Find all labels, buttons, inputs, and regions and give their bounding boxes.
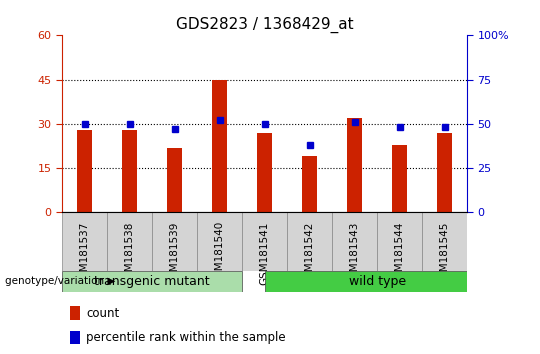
Text: genotype/variation ▶: genotype/variation ▶	[5, 276, 116, 286]
Text: GSM181537: GSM181537	[79, 221, 90, 285]
Bar	[167, 148, 183, 212]
Bar	[437, 133, 453, 212]
Text: GSM181542: GSM181542	[305, 221, 315, 285]
Text: count: count	[86, 307, 120, 320]
Bar	[287, 212, 332, 271]
Bar	[422, 212, 467, 271]
Bar	[62, 212, 107, 271]
Bar	[377, 212, 422, 271]
Text: GSM181539: GSM181539	[170, 221, 180, 285]
Text: percentile rank within the sample: percentile rank within the sample	[86, 331, 286, 344]
Bar	[197, 212, 242, 271]
Text: GSM181545: GSM181545	[440, 221, 450, 285]
Bar	[212, 80, 227, 212]
Bar	[77, 130, 92, 212]
Bar	[347, 118, 362, 212]
Bar	[62, 271, 242, 292]
Bar	[70, 306, 80, 320]
Bar	[265, 271, 490, 292]
Bar	[256, 133, 273, 212]
Bar	[392, 144, 408, 212]
Bar	[70, 331, 80, 344]
Bar	[332, 212, 377, 271]
Bar	[122, 130, 138, 212]
Bar	[242, 212, 287, 271]
Text: wild type: wild type	[348, 275, 406, 288]
Text: GSM181538: GSM181538	[125, 221, 134, 285]
Bar	[302, 156, 318, 212]
Text: GSM181540: GSM181540	[214, 221, 225, 284]
Bar	[107, 212, 152, 271]
Text: GSM181543: GSM181543	[349, 221, 360, 285]
Text: GSM181544: GSM181544	[395, 221, 404, 285]
Text: transgenic mutant: transgenic mutant	[94, 275, 210, 288]
Bar	[152, 212, 197, 271]
Text: GSM181541: GSM181541	[260, 221, 269, 285]
Title: GDS2823 / 1368429_at: GDS2823 / 1368429_at	[176, 16, 353, 33]
